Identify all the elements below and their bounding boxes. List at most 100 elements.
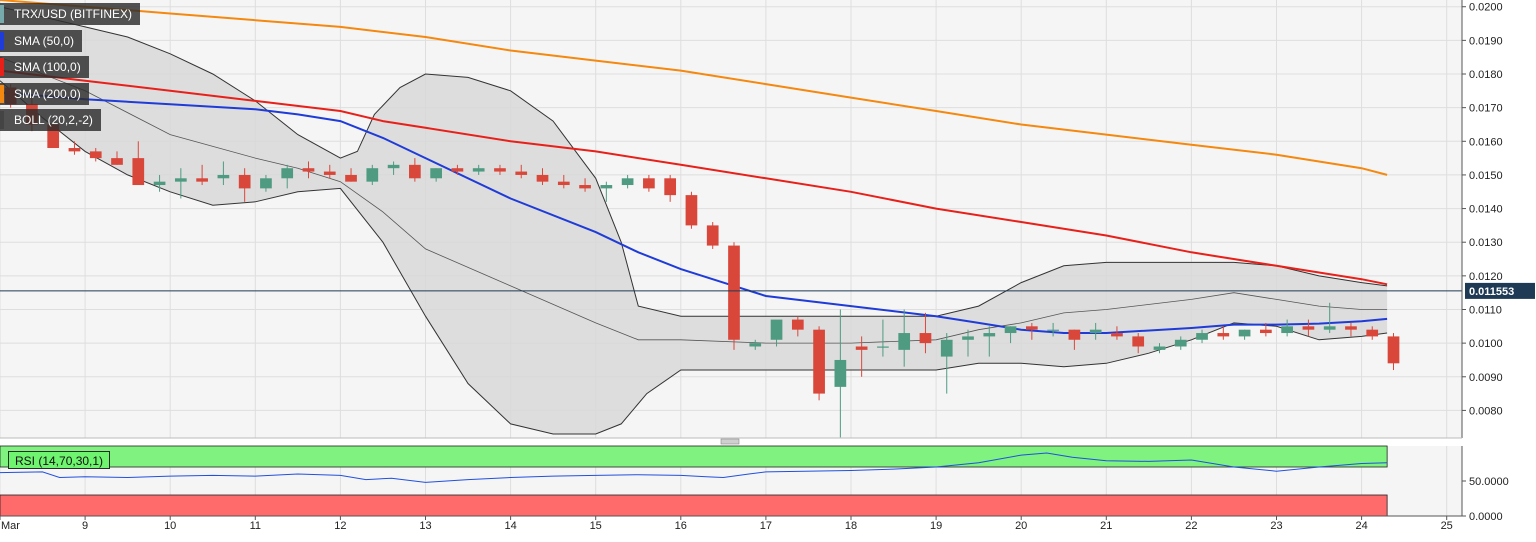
bollinger-bands: [0, 6, 1388, 435]
candle: [68, 141, 81, 155]
candle-body: [451, 168, 464, 172]
candle-body: [834, 359, 847, 387]
candle-body: [1260, 329, 1272, 334]
candle-body: [1153, 346, 1166, 350]
legend-item[interactable]: TRX/USD (BITFINEX): [0, 3, 141, 25]
candle: [962, 329, 974, 357]
candle: [1047, 322, 1059, 337]
candle: [89, 148, 102, 162]
last-price-label: 0.011553: [1469, 286, 1514, 298]
x-tick-label: 24: [1355, 520, 1367, 532]
rsi-indicator: 0.0000 50.0000: [0, 445, 1509, 523]
legend-item[interactable]: SMA (200,0): [0, 82, 89, 105]
candle: [919, 312, 932, 354]
x-tick-label: 18: [845, 520, 857, 532]
bollinger-upper-line: [0, 6, 1388, 317]
pane-divider-handle[interactable]: [720, 438, 740, 445]
candle-body: [217, 174, 230, 179]
candle: [1132, 333, 1145, 354]
rsi-y-tick-label: 50.0000: [1469, 476, 1509, 488]
candle-body: [813, 329, 825, 394]
candle: [791, 316, 804, 337]
candle-body: [1281, 326, 1293, 334]
candle-body: [962, 336, 974, 340]
candle-body: [281, 168, 294, 179]
x-tick-label: 14: [504, 520, 516, 532]
candle-body: [494, 168, 506, 172]
candle: [770, 319, 783, 347]
candle: [153, 174, 166, 192]
legend-item[interactable]: BOLL (20,2,-2): [0, 109, 101, 131]
x-tick-label: 10: [164, 520, 176, 532]
candle-body: [196, 178, 208, 182]
candle-body: [536, 174, 549, 182]
x-tick-label: 19: [930, 520, 942, 532]
candle: [877, 319, 889, 357]
candle-body: [1217, 333, 1230, 337]
rsi-oversold-zone: [0, 494, 1388, 517]
legend-item[interactable]: SMA (100,0): [0, 56, 89, 78]
candle-body: [855, 346, 868, 350]
candle: [217, 161, 230, 186]
moving-averages: [0, 0, 1388, 334]
candle: [1004, 326, 1017, 344]
x-tick-label: 16: [675, 520, 687, 532]
candle: [1260, 322, 1272, 337]
candle: [1238, 329, 1251, 340]
candle-body: [260, 178, 272, 189]
bollinger-fill: [0, 6, 1388, 434]
y-tick-label: 0.0100: [1469, 338, 1503, 350]
axes: 0.0080 0.0090 0.0100 0.0110 0.0120 0.0130 0.01…: [0, 0, 1503, 532]
candle: [1345, 322, 1357, 337]
candle-body: [345, 174, 357, 182]
candle-body: [409, 164, 421, 179]
x-tick-label: 22: [1185, 520, 1197, 532]
candle: [834, 309, 847, 438]
candle-body: [940, 339, 953, 357]
candle: [536, 168, 549, 186]
candle-body: [238, 174, 251, 189]
legend-item[interactable]: SMA (50,0): [0, 29, 83, 52]
candle: [643, 174, 655, 192]
candle-body: [664, 178, 677, 196]
candle: [302, 161, 315, 179]
candle: [1025, 322, 1038, 340]
candle: [813, 326, 825, 401]
candle-body: [1323, 326, 1336, 330]
y-tick-label: 0.0120: [1469, 271, 1503, 283]
candle: [706, 222, 719, 249]
candle-body: [1111, 333, 1123, 337]
candle: [579, 178, 591, 192]
last-price-tag: [1465, 282, 1535, 299]
candle: [387, 161, 400, 175]
candle-body: [685, 195, 698, 226]
candle-body: [919, 333, 932, 344]
x-tick-label: 25: [1441, 520, 1453, 532]
legend-swatch: [0, 31, 4, 50]
candle: [1387, 333, 1400, 371]
x-tick-label: 12: [334, 520, 346, 532]
candle-body: [387, 164, 400, 169]
candle: [621, 174, 634, 189]
candle: [557, 174, 570, 189]
x-tick-label: 13: [419, 520, 431, 532]
candle: [1366, 326, 1379, 340]
candle: [111, 151, 123, 165]
candle-body: [1025, 326, 1038, 330]
rsi-legend-label: RSI (14,70,30,1): [15, 454, 104, 468]
bollinger-mid-line: [0, 56, 1388, 344]
candle: [323, 164, 336, 179]
candle-body: [770, 319, 783, 340]
last-price-line: 0.011553: [0, 282, 1535, 299]
candle: [1217, 326, 1230, 340]
candle: [855, 336, 868, 377]
x-tick-label: 11: [250, 520, 261, 532]
candle-body: [877, 346, 889, 348]
y-tick-label: 0.0170: [1469, 103, 1503, 115]
candle: [430, 168, 442, 182]
candle: [1323, 302, 1336, 334]
legend-label: SMA (50,0): [14, 33, 75, 48]
candle-body: [89, 151, 102, 159]
rsi-line: [0, 452, 1388, 483]
